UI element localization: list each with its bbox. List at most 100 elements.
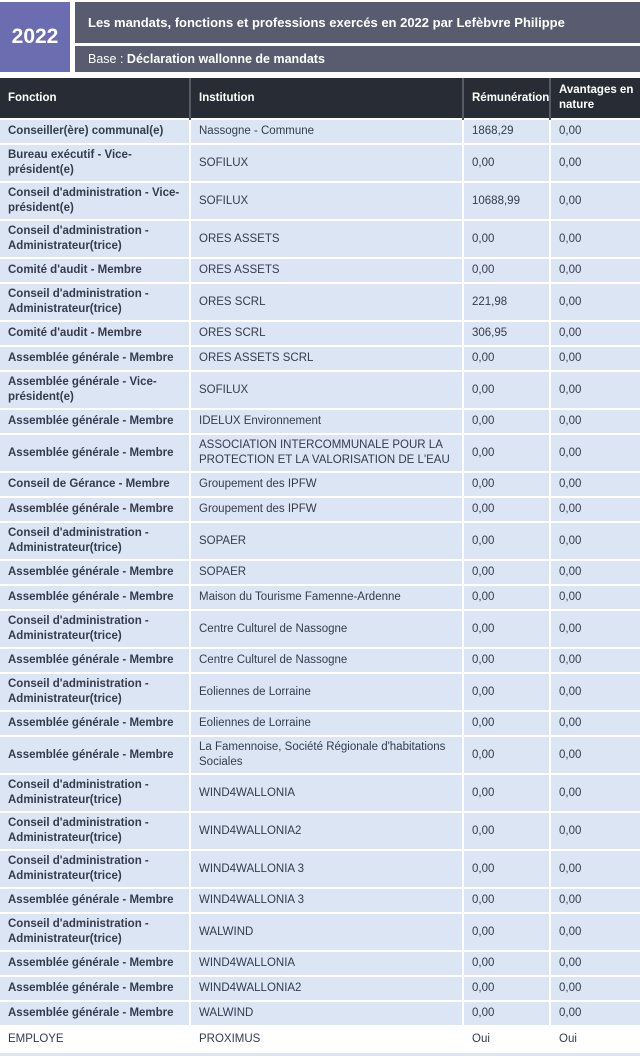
cell-remuneration: Oui [462, 1025, 551, 1051]
table-row: Comité d'audit - Membre ORES ASSETS 0,00… [0, 257, 640, 283]
cell-avantages: 0,00 [549, 370, 640, 409]
cell-remuneration: 0,00 [462, 433, 551, 472]
cell-remuneration: 0,00 [462, 710, 551, 736]
cell-avantages: 0,00 [549, 320, 640, 346]
cell-remuneration: 0,00 [462, 887, 551, 913]
cell-remuneration: 0,00 [462, 773, 551, 812]
table-row: Conseil d'administration - Administrateu… [0, 773, 640, 812]
table-row: Conseil d'administration - Administrateu… [0, 849, 640, 888]
cell-remuneration: 306,95 [462, 320, 551, 346]
header-bands: Les mandats, fonctions et professions ex… [75, 2, 640, 72]
cell-remuneration: 0,00 [462, 584, 551, 610]
cell-institution: Nassogne - Commune [189, 118, 464, 144]
cell-remuneration: 0,00 [462, 370, 551, 409]
table-row: Assemblée générale - Membre WIND4WALLONI… [0, 950, 640, 976]
cell-avantages: Oui [549, 1025, 640, 1051]
cell-institution: SOFILUX [189, 370, 464, 409]
cell-fonction: Conseil d'administration - Administrateu… [0, 219, 191, 258]
table-row: Bureau exécutif - Vice-président(e) SOFI… [0, 143, 640, 182]
cell-institution: Eoliennes de Lorraine [189, 672, 464, 711]
cell-institution: La Famennoise, Société Régionale d'habit… [189, 735, 464, 774]
cell-fonction: Assemblée générale - Membre [0, 887, 191, 913]
mandates-table: Fonction Institution Rémunération Avanta… [0, 78, 640, 1051]
next-row-edge [0, 1053, 640, 1056]
table-row: EMPLOYE PROXIMUS Oui Oui [0, 1025, 640, 1051]
cell-institution: SOFILUX [189, 143, 464, 182]
cell-fonction: Conseiller(ère) communal(e) [0, 118, 191, 144]
cell-institution: WIND4WALLONIA 3 [189, 849, 464, 888]
mandates-table-body: Conseiller(ère) communal(e) Nassogne - C… [0, 118, 640, 1051]
cell-remuneration: 0,00 [462, 408, 551, 434]
cell-avantages: 0,00 [549, 433, 640, 472]
cell-avantages: 0,00 [549, 143, 640, 182]
cell-remuneration: 0,00 [462, 912, 551, 951]
cell-remuneration: 0,00 [462, 559, 551, 585]
cell-institution: WIND4WALLONIA [189, 773, 464, 812]
cell-institution: WIND4WALLONIA2 [189, 811, 464, 850]
table-row: Assemblée générale - Membre Centre Cultu… [0, 647, 640, 673]
base-subtitle: Base : Déclaration wallonne de mandats [75, 46, 640, 72]
column-header-remuneration: Rémunération [462, 78, 550, 119]
cell-remuneration: 10688,99 [462, 181, 551, 220]
table-row: Assemblée générale - Membre ASSOCIATION … [0, 433, 640, 472]
cell-avantages: 0,00 [549, 710, 640, 736]
cell-remuneration: 221,98 [462, 282, 551, 321]
cell-remuneration: 0,00 [462, 672, 551, 711]
table-row: Conseil d'administration - Administrateu… [0, 672, 640, 711]
cell-remuneration: 0,00 [462, 849, 551, 888]
cell-fonction: Conseil d'administration - Administrateu… [0, 521, 191, 560]
cell-fonction: Assemblée générale - Membre [0, 433, 191, 472]
cell-institution: PROXIMUS [189, 1025, 464, 1051]
cell-fonction: Assemblée générale - Membre [0, 496, 191, 522]
year-badge: 2022 [0, 2, 70, 72]
cell-institution: Centre Culturel de Nassogne [189, 647, 464, 673]
table-row: Conseil d'administration - Administrateu… [0, 219, 640, 258]
cell-fonction: Assemblée générale - Membre [0, 735, 191, 774]
table-row: Conseil d'administration - Administrateu… [0, 811, 640, 850]
cell-institution: Centre Culturel de Nassogne [189, 609, 464, 648]
cell-institution: Groupement des IPFW [189, 471, 464, 497]
cell-fonction: Conseil d'administration - Administrateu… [0, 282, 191, 321]
cell-remuneration: 0,00 [462, 609, 551, 648]
table-row: Assemblée générale - Membre Maison du To… [0, 584, 640, 610]
cell-institution: WALWIND [189, 1000, 464, 1026]
cell-fonction: Conseil d'administration - Administrateu… [0, 849, 191, 888]
table-row: Conseil d'administration - Administrateu… [0, 609, 640, 648]
cell-fonction: Assemblée générale - Membre [0, 1000, 191, 1026]
cell-remuneration: 0,00 [462, 811, 551, 850]
cell-remuneration: 0,00 [462, 521, 551, 560]
cell-fonction: Assemblée générale - Membre [0, 559, 191, 585]
cell-fonction: Conseil d'administration - Administrateu… [0, 672, 191, 711]
cell-avantages: 0,00 [549, 609, 640, 648]
cell-fonction: Assemblée générale - Membre [0, 408, 191, 434]
table-row: Assemblée générale - Membre SOPAER 0,00 … [0, 559, 640, 585]
table-row: Assemblée générale - Membre WIND4WALLONI… [0, 975, 640, 1001]
report-header: 2022 Les mandats, fonctions et professio… [0, 2, 640, 72]
cell-institution: WIND4WALLONIA2 [189, 975, 464, 1001]
cell-remuneration: 0,00 [462, 647, 551, 673]
table-row: Conseil d'administration - Vice-présiden… [0, 181, 640, 220]
cell-institution: ORES ASSETS [189, 257, 464, 283]
cell-avantages: 0,00 [549, 408, 640, 434]
table-row: Assemblée générale - Vice-président(e) S… [0, 370, 640, 409]
cell-avantages: 0,00 [549, 887, 640, 913]
cell-avantages: 0,00 [549, 282, 640, 321]
cell-fonction: Conseil d'administration - Administrateu… [0, 773, 191, 812]
cell-institution: Maison du Tourisme Famenne-Ardenne [189, 584, 464, 610]
cell-avantages: 0,00 [549, 584, 640, 610]
cell-fonction: Assemblée générale - Membre [0, 647, 191, 673]
cell-remuneration: 0,00 [462, 143, 551, 182]
cell-remuneration: 0,00 [462, 950, 551, 976]
cell-avantages: 0,00 [549, 672, 640, 711]
cell-avantages: 0,00 [549, 496, 640, 522]
cell-fonction: Assemblée générale - Membre [0, 710, 191, 736]
cell-avantages: 0,00 [549, 950, 640, 976]
table-row: Assemblée générale - Membre Eoliennes de… [0, 710, 640, 736]
cell-institution: ORES ASSETS SCRL [189, 345, 464, 371]
table-row: Assemblée générale - Membre Groupement d… [0, 496, 640, 522]
table-row: Conseiller(ère) communal(e) Nassogne - C… [0, 118, 640, 144]
table-row: Comité d'audit - Membre ORES SCRL 306,95… [0, 320, 640, 346]
cell-fonction: Conseil d'administration - Administrateu… [0, 811, 191, 850]
table-row: Conseil de Gérance - Membre Groupement d… [0, 471, 640, 497]
cell-avantages: 0,00 [549, 118, 640, 144]
